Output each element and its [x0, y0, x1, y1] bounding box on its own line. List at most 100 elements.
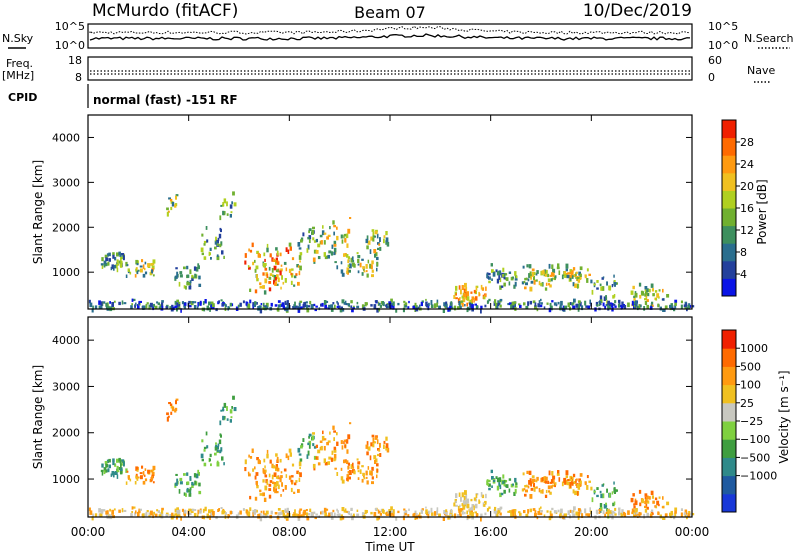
velocity-cell	[249, 456, 253, 459]
velocity-cell	[262, 479, 265, 483]
velocity-cell	[137, 476, 140, 479]
velocity-cell	[633, 505, 636, 509]
velocity-cell	[634, 500, 638, 506]
power-cell	[550, 278, 553, 282]
power-cell	[266, 243, 269, 248]
velocity-cell	[248, 473, 251, 477]
velocity-cell	[270, 510, 273, 515]
power-cell	[602, 276, 605, 279]
power-cell	[527, 278, 530, 282]
power-cell	[109, 301, 111, 304]
velocity-cell	[365, 510, 368, 514]
velocity-cell	[573, 480, 576, 484]
velocity-cell	[420, 509, 423, 514]
velocity-cell	[379, 512, 382, 516]
power-cell	[169, 198, 173, 202]
power-cell	[223, 255, 225, 259]
velocity-cell	[218, 508, 220, 511]
velocity-cell	[254, 466, 256, 470]
power-cell	[100, 263, 104, 266]
power-cell	[510, 304, 513, 309]
power-cell	[480, 308, 482, 314]
power-cell	[352, 260, 355, 263]
velocity-cell	[348, 470, 352, 475]
power-cell	[198, 283, 202, 287]
power-cell	[532, 300, 536, 304]
velocity-cell	[155, 513, 158, 518]
velocity-cell	[579, 480, 582, 484]
velocity-cell	[325, 508, 329, 511]
velocity-cell	[385, 446, 388, 451]
power-cell	[104, 254, 108, 259]
velocity-cell	[317, 449, 321, 454]
power-cell	[560, 300, 563, 306]
velocity-cell	[646, 512, 649, 517]
velocity-cell	[197, 509, 199, 515]
power-cell	[305, 304, 308, 309]
velocity-cell	[176, 510, 179, 515]
velocity-cell	[577, 485, 581, 490]
power-cell	[544, 269, 547, 273]
velocity-cell	[591, 497, 594, 503]
power-cell	[276, 283, 279, 286]
velocity-cell	[357, 477, 360, 480]
velocity-cell	[247, 471, 250, 475]
velocity-cell	[310, 512, 314, 517]
velocity-cell	[308, 440, 312, 445]
power-cell	[248, 248, 250, 252]
velocity-cell	[463, 500, 466, 505]
velocity-cell	[349, 422, 352, 425]
power-cell	[591, 289, 594, 295]
velocity-cell	[371, 481, 374, 485]
power-cell	[527, 301, 530, 306]
power-cell	[106, 308, 110, 311]
velocity-cell	[428, 510, 430, 514]
velocity-cell	[347, 434, 351, 440]
velocity-cell	[350, 464, 353, 469]
velocity-cell	[595, 509, 598, 514]
power-cell	[666, 294, 670, 298]
velocity-cell	[92, 513, 94, 518]
power-cell	[657, 303, 660, 308]
colorbar-segment	[722, 475, 736, 495]
power-cell	[491, 278, 493, 281]
velocity-cell	[281, 512, 283, 515]
power-cell	[292, 306, 295, 310]
velocity-cell	[463, 495, 466, 501]
velocity-cell	[529, 478, 532, 483]
power-cell	[186, 281, 189, 286]
power-cell	[475, 296, 478, 301]
power-cell	[229, 204, 233, 209]
velocity-cell	[649, 514, 653, 518]
velocity-cell	[363, 477, 366, 480]
power-cell	[433, 303, 437, 308]
colorbar-tick-label: 8	[740, 246, 747, 259]
power-cell	[541, 282, 544, 287]
velocity-cell	[273, 472, 277, 477]
colorbar-segment	[722, 439, 736, 458]
power-cbar-label: Power [dB]	[755, 179, 769, 244]
power-cell	[165, 306, 168, 310]
velocity-cell	[178, 514, 181, 517]
power-cell	[215, 308, 218, 312]
velocity-cell	[471, 516, 474, 520]
velocity-cell	[282, 489, 285, 492]
power-cell	[227, 306, 229, 311]
power-cell	[153, 303, 155, 307]
power-cell	[357, 255, 361, 259]
power-cell	[183, 302, 187, 306]
power-cell	[609, 306, 611, 310]
velocity-cell	[220, 409, 223, 412]
velocity-cell	[212, 513, 215, 517]
velocity-cell	[271, 474, 274, 480]
power-cell	[553, 273, 555, 277]
velocity-cell	[500, 492, 504, 496]
velocity-cell	[688, 511, 691, 514]
power-cell	[194, 301, 197, 304]
power-cell	[137, 269, 140, 272]
power-cell	[121, 253, 125, 256]
power-cell	[565, 263, 569, 269]
power-cell	[365, 302, 368, 306]
velocity-cell	[568, 482, 572, 486]
velocity-cell	[222, 415, 225, 421]
